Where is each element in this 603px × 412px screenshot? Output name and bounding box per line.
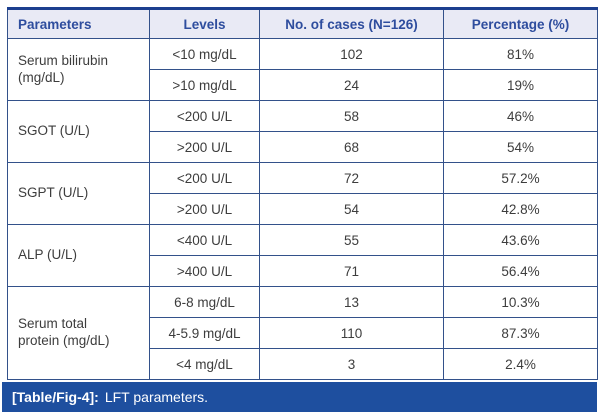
percentage-cell: 54% xyxy=(443,131,598,163)
level-cell: >10 mg/dL xyxy=(149,69,260,101)
level-cell: <4 mg/dL xyxy=(149,348,260,380)
level-cell: >400 U/L xyxy=(149,255,260,287)
caption-text: LFT parameters. xyxy=(104,389,209,405)
parameter-serum-bilirubin: Serum bilirubin (mg/dL) xyxy=(7,38,150,101)
percentage-cell: 10.3% xyxy=(443,286,598,318)
cases-cell: 102 xyxy=(259,38,444,70)
percentage-cell: 87.3% xyxy=(443,317,598,349)
cases-cell: 110 xyxy=(259,317,444,349)
parameter-sgpt: SGPT (U/L) xyxy=(7,162,150,225)
table-caption-bar: [Table/Fig-4]: LFT parameters. xyxy=(2,382,597,412)
header-row: Parameters Levels No. of cases (N=126) P… xyxy=(7,7,598,39)
cases-cell: 3 xyxy=(259,348,444,380)
lft-parameters-table: Parameters Levels No. of cases (N=126) P… xyxy=(7,7,598,380)
cases-cell: 68 xyxy=(259,131,444,163)
table-row: >400 U/L 71 56.4% xyxy=(8,255,598,287)
percentage-cell: 56.4% xyxy=(443,255,598,287)
cases-cell: 58 xyxy=(259,100,444,132)
parameter-serum-total-protein: Serum total protein (mg/dL) xyxy=(7,286,150,380)
caption-label: [Table/Fig-4]: xyxy=(12,389,99,405)
cases-cell: 71 xyxy=(259,255,444,287)
header-levels: Levels xyxy=(149,7,260,39)
table-row: ALP (U/L) <400 U/L 55 43.6% xyxy=(7,224,598,287)
parameter-alp: ALP (U/L) xyxy=(7,224,150,287)
table-row: Serum bilirubin (mg/dL) <10 mg/dL 102 81… xyxy=(7,38,598,101)
table-row: Serum total protein (mg/dL) 6-8 mg/dL 13… xyxy=(7,286,598,380)
percentage-cell: 43.6% xyxy=(443,224,598,256)
cases-cell: 13 xyxy=(259,286,444,318)
table-row: >200 U/L 68 54% xyxy=(8,131,598,163)
table-row: >200 U/L 54 42.8% xyxy=(8,193,598,225)
level-cell: >200 U/L xyxy=(149,131,260,163)
table-row: SGPT (U/L) <200 U/L 72 57.2% xyxy=(7,162,598,225)
percentage-cell: 42.8% xyxy=(443,193,598,225)
header-parameters: Parameters xyxy=(7,7,150,39)
cases-cell: 54 xyxy=(259,193,444,225)
percentage-cell: 57.2% xyxy=(443,162,598,194)
level-cell: <200 U/L xyxy=(149,162,260,194)
percentage-cell: 2.4% xyxy=(443,348,598,380)
cases-cell: 72 xyxy=(259,162,444,194)
percentage-cell: 81% xyxy=(443,38,598,70)
header-percentage: Percentage (%) xyxy=(443,7,598,39)
header-no-of-cases: No. of cases (N=126) xyxy=(259,7,444,39)
level-cell: <200 U/L xyxy=(149,100,260,132)
table-row: >10 mg/dL 24 19% xyxy=(8,69,598,101)
parameter-sgot: SGOT (U/L) xyxy=(7,100,150,163)
percentage-cell: 19% xyxy=(443,69,598,101)
table-row: SGOT (U/L) <200 U/L 58 46% xyxy=(7,100,598,163)
level-cell: <10 mg/dL xyxy=(149,38,260,70)
level-cell: 4-5.9 mg/dL xyxy=(149,317,260,349)
cases-cell: 24 xyxy=(259,69,444,101)
table-row: 4-5.9 mg/dL 110 87.3% xyxy=(8,317,598,349)
cases-cell: 55 xyxy=(259,224,444,256)
level-cell: 6-8 mg/dL xyxy=(149,286,260,318)
table-row: <4 mg/dL 3 2.4% xyxy=(8,348,598,380)
percentage-cell: 46% xyxy=(443,100,598,132)
level-cell: >200 U/L xyxy=(149,193,260,225)
level-cell: <400 U/L xyxy=(149,224,260,256)
